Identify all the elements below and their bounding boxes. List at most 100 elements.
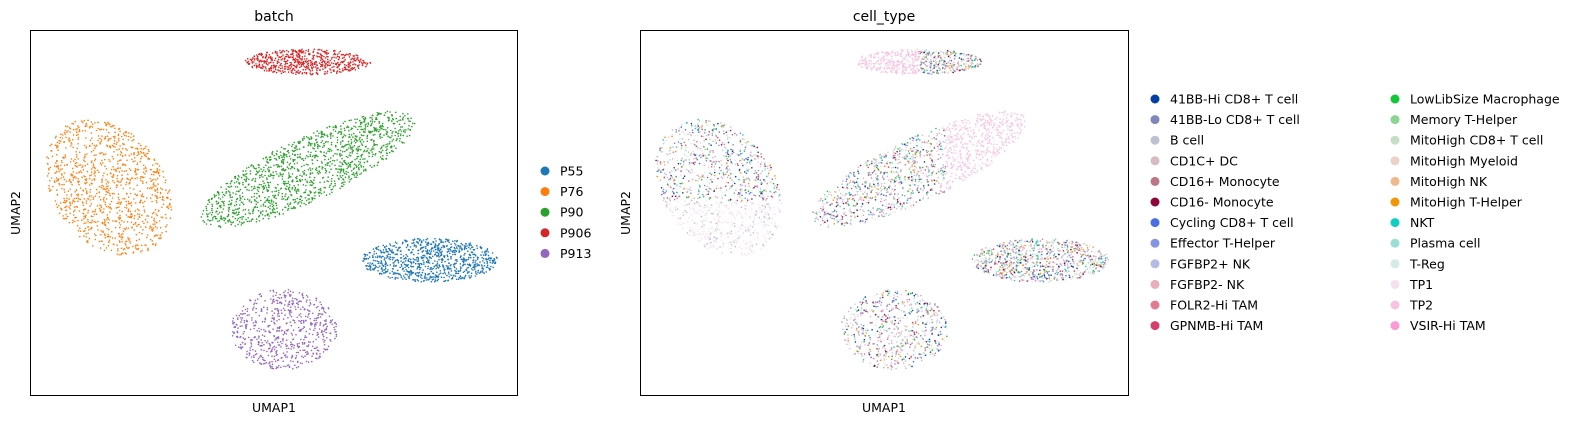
point: [388, 142, 391, 145]
point: [264, 201, 266, 204]
point: [258, 195, 261, 198]
point: [139, 160, 142, 163]
point: [374, 154, 376, 156]
point: [925, 53, 928, 56]
point: [479, 261, 481, 263]
point: [496, 257, 498, 259]
point: [227, 219, 229, 222]
point: [282, 333, 285, 336]
point: [53, 165, 56, 167]
point: [384, 246, 386, 249]
point: [65, 180, 68, 183]
point: [156, 167, 158, 170]
point: [271, 52, 274, 54]
point: [390, 120, 393, 122]
point: [950, 59, 953, 62]
point: [443, 246, 445, 248]
point: [437, 244, 440, 247]
point: [129, 187, 131, 189]
point: [902, 57, 904, 60]
point: [87, 209, 90, 212]
point: [245, 175, 247, 178]
point: [247, 63, 250, 65]
point: [90, 221, 93, 223]
point: [66, 131, 68, 133]
point: [136, 168, 139, 171]
point: [348, 165, 350, 167]
point: [377, 245, 380, 248]
point: [266, 58, 269, 61]
point: [448, 268, 451, 270]
point: [416, 241, 419, 243]
point: [134, 193, 136, 195]
point: [124, 242, 126, 245]
point: [948, 59, 951, 62]
point: [421, 263, 423, 266]
point: [334, 321, 337, 324]
point: [72, 171, 75, 173]
point: [249, 299, 252, 302]
point: [273, 196, 275, 199]
point: [262, 203, 265, 205]
point: [432, 262, 434, 265]
point: [389, 258, 392, 261]
legend-marker: [540, 228, 550, 238]
point: [275, 337, 277, 339]
legend-label: P76: [560, 184, 583, 199]
point: [275, 204, 278, 207]
point: [404, 256, 407, 259]
point: [100, 230, 102, 232]
point: [102, 198, 105, 200]
point: [269, 202, 271, 204]
point: [427, 260, 430, 263]
point: [336, 136, 339, 139]
point: [264, 300, 266, 302]
point: [436, 280, 439, 282]
point: [340, 185, 343, 187]
point: [271, 365, 273, 368]
point: [95, 234, 97, 237]
point: [76, 156, 78, 158]
point: [274, 59, 276, 62]
point: [302, 171, 304, 173]
point: [251, 339, 254, 341]
point: [144, 244, 146, 246]
point: [396, 258, 399, 261]
point: [248, 200, 250, 202]
point: [384, 260, 387, 263]
point: [120, 184, 122, 186]
point: [140, 251, 142, 253]
point: [280, 55, 283, 58]
point: [59, 168, 62, 171]
point: [136, 162, 139, 164]
point: [132, 245, 134, 248]
point: [309, 155, 312, 158]
point: [295, 366, 298, 369]
point: [270, 166, 272, 168]
point: [270, 367, 272, 369]
point: [260, 183, 263, 186]
point: [120, 201, 122, 203]
point: [249, 328, 252, 331]
point: [78, 183, 80, 186]
point: [167, 207, 170, 209]
point: [306, 180, 308, 182]
point: [386, 256, 389, 258]
point: [49, 144, 51, 147]
point: [248, 314, 250, 316]
point: [359, 161, 362, 164]
point: [76, 147, 78, 150]
point: [295, 333, 297, 336]
point: [283, 148, 285, 150]
point: [232, 211, 235, 214]
point: [342, 135, 345, 138]
point: [318, 328, 321, 330]
point: [317, 173, 320, 175]
point: [371, 255, 374, 257]
point: [291, 165, 293, 168]
point: [375, 252, 378, 255]
point: [154, 223, 156, 225]
point: [313, 148, 315, 150]
point: [229, 203, 231, 205]
point: [91, 183, 93, 185]
